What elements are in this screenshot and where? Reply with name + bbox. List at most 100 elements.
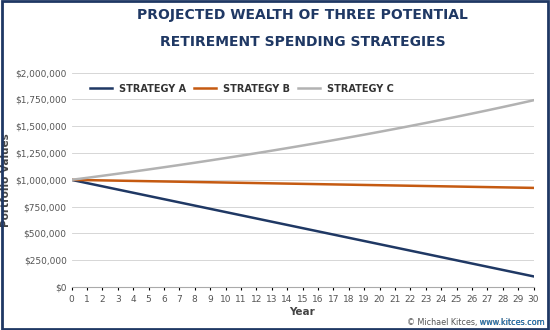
Line: STRATEGY C: STRATEGY C xyxy=(72,100,534,180)
STRATEGY B xyxy=(207,180,213,184)
X-axis label: Year: Year xyxy=(290,307,315,316)
STRATEGY A xyxy=(469,261,475,265)
STRATEGY C xyxy=(422,121,429,125)
STRATEGY A xyxy=(145,194,152,198)
STRATEGY A xyxy=(68,178,75,182)
STRATEGY C xyxy=(207,158,213,162)
STRATEGY B xyxy=(284,182,290,185)
STRATEGY B xyxy=(330,182,337,186)
STRATEGY B xyxy=(130,179,136,183)
STRATEGY B xyxy=(114,179,121,182)
STRATEGY B xyxy=(299,182,306,186)
STRATEGY C xyxy=(191,161,198,165)
STRATEGY B xyxy=(238,181,244,185)
STRATEGY B xyxy=(422,184,429,188)
STRATEGY C xyxy=(392,127,398,131)
STRATEGY C xyxy=(68,178,75,182)
STRATEGY C xyxy=(238,154,244,158)
STRATEGY C xyxy=(330,138,337,142)
STRATEGY A xyxy=(530,275,537,279)
STRATEGY C xyxy=(114,172,121,176)
STRATEGY B xyxy=(161,180,167,183)
Y-axis label: Portfolio Values: Portfolio Values xyxy=(1,133,11,227)
STRATEGY A xyxy=(207,207,213,211)
STRATEGY C xyxy=(268,149,275,153)
STRATEGY B xyxy=(453,184,460,188)
STRATEGY A xyxy=(253,216,260,220)
STRATEGY B xyxy=(499,185,506,189)
Text: www.kitces.com: www.kitces.com xyxy=(412,318,544,327)
STRATEGY C xyxy=(299,144,306,148)
STRATEGY B xyxy=(438,184,444,188)
STRATEGY C xyxy=(284,146,290,150)
STRATEGY A xyxy=(191,204,198,208)
STRATEGY B xyxy=(484,185,491,189)
STRATEGY A xyxy=(407,249,414,253)
STRATEGY C xyxy=(345,136,352,140)
STRATEGY A xyxy=(515,271,521,275)
STRATEGY A xyxy=(345,236,352,240)
STRATEGY A xyxy=(361,239,367,243)
STRATEGY A xyxy=(130,191,136,195)
STRATEGY C xyxy=(176,163,183,167)
STRATEGY C xyxy=(515,102,521,106)
STRATEGY C xyxy=(469,112,475,115)
STRATEGY A xyxy=(114,187,121,191)
STRATEGY A xyxy=(392,246,398,249)
STRATEGY A xyxy=(499,268,506,272)
STRATEGY C xyxy=(130,170,136,174)
STRATEGY A xyxy=(330,233,337,237)
STRATEGY B xyxy=(84,178,90,182)
STRATEGY B xyxy=(361,183,367,187)
STRATEGY C xyxy=(145,168,152,172)
STRATEGY B xyxy=(253,181,260,185)
STRATEGY A xyxy=(161,197,167,201)
STRATEGY A xyxy=(176,200,183,204)
STRATEGY B xyxy=(345,183,352,187)
Line: STRATEGY A: STRATEGY A xyxy=(72,180,534,277)
STRATEGY C xyxy=(530,98,537,102)
STRATEGY B xyxy=(407,184,414,188)
STRATEGY A xyxy=(99,184,106,188)
Legend: STRATEGY A, STRATEGY B, STRATEGY C: STRATEGY A, STRATEGY B, STRATEGY C xyxy=(90,84,394,94)
STRATEGY A xyxy=(422,252,429,256)
STRATEGY C xyxy=(407,124,414,128)
STRATEGY A xyxy=(484,265,491,269)
STRATEGY C xyxy=(484,108,491,112)
STRATEGY B xyxy=(469,185,475,189)
STRATEGY C xyxy=(376,130,383,134)
STRATEGY C xyxy=(453,115,460,119)
STRATEGY B xyxy=(68,178,75,182)
STRATEGY A xyxy=(376,242,383,246)
STRATEGY C xyxy=(315,141,321,145)
STRATEGY C xyxy=(222,156,229,160)
STRATEGY C xyxy=(361,133,367,137)
STRATEGY B xyxy=(268,182,275,185)
STRATEGY A xyxy=(299,226,306,230)
Text: RETIREMENT SPENDING STRATEGIES: RETIREMENT SPENDING STRATEGIES xyxy=(160,35,446,49)
STRATEGY A xyxy=(268,220,275,224)
STRATEGY C xyxy=(438,118,444,122)
Text: PROJECTED WEALTH OF THREE POTENTIAL: PROJECTED WEALTH OF THREE POTENTIAL xyxy=(137,8,468,22)
STRATEGY A xyxy=(222,210,229,214)
STRATEGY A xyxy=(438,255,444,259)
STRATEGY C xyxy=(161,165,167,169)
STRATEGY B xyxy=(99,179,106,182)
STRATEGY B xyxy=(222,181,229,184)
STRATEGY B xyxy=(191,180,198,184)
Text: © Michael Kitces, www.kitces.com: © Michael Kitces, www.kitces.com xyxy=(406,318,544,327)
STRATEGY B xyxy=(176,180,183,184)
STRATEGY B xyxy=(145,179,152,183)
STRATEGY C xyxy=(99,174,106,178)
STRATEGY C xyxy=(253,151,260,155)
STRATEGY B xyxy=(530,186,537,190)
STRATEGY B xyxy=(392,183,398,187)
STRATEGY C xyxy=(499,105,506,109)
STRATEGY B xyxy=(376,183,383,187)
Line: STRATEGY B: STRATEGY B xyxy=(72,180,534,188)
STRATEGY B xyxy=(515,186,521,190)
STRATEGY A xyxy=(238,213,244,217)
STRATEGY A xyxy=(453,258,460,262)
STRATEGY A xyxy=(284,223,290,227)
STRATEGY A xyxy=(84,181,90,185)
